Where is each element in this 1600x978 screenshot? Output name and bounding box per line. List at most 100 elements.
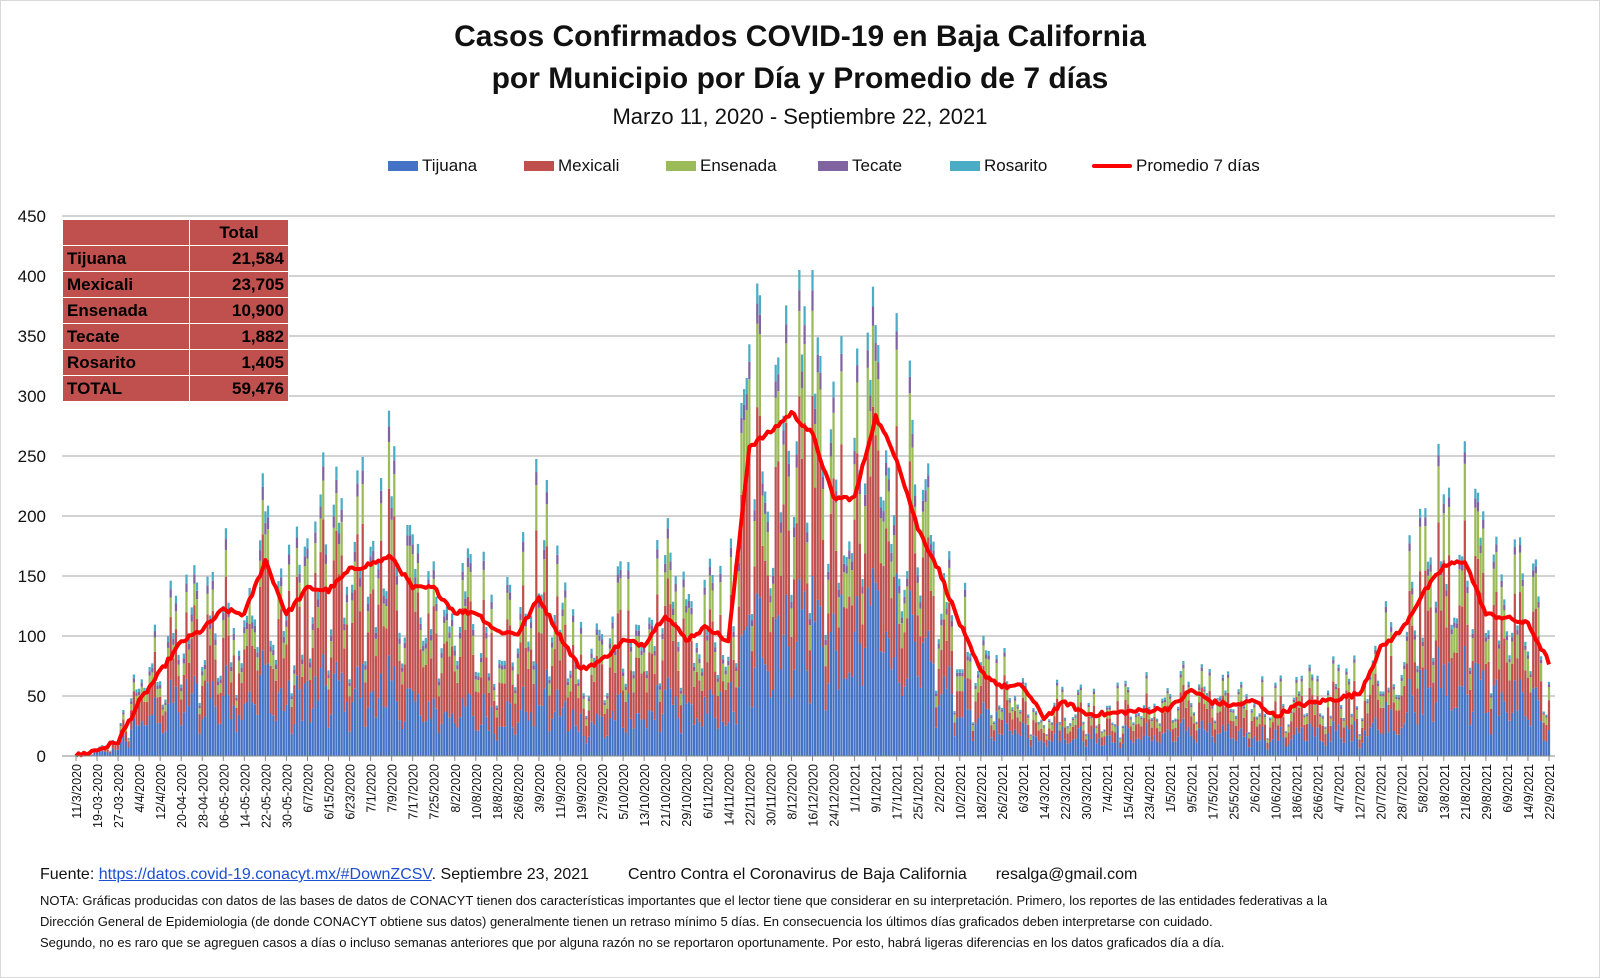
bar-ensenada xyxy=(990,718,993,726)
bar-rosarito xyxy=(848,541,851,551)
bar-mexicali xyxy=(511,684,514,728)
bar-tijuana xyxy=(1382,733,1385,756)
bar-mexicali xyxy=(908,461,911,591)
bar-tijuana xyxy=(1524,716,1527,756)
bar-tecate xyxy=(1426,568,1430,576)
bar-tijuana xyxy=(1468,725,1472,756)
bar-tijuana xyxy=(1308,723,1311,756)
bar-mexicali xyxy=(1411,625,1414,696)
bar-tijuana xyxy=(264,664,267,756)
bar-rosarito xyxy=(1390,622,1393,627)
bar-tijuana xyxy=(116,749,120,756)
bar-mexicali xyxy=(1492,605,1495,686)
bar-rosarito xyxy=(721,655,725,660)
x-tick-label: 1/5/2021 xyxy=(1164,764,1178,813)
bar-mexicali xyxy=(1305,724,1309,741)
x-tick-label: 4/7/2021 xyxy=(1333,764,1347,813)
bar-tijuana xyxy=(1508,720,1511,756)
footer-source-label: Fuente: xyxy=(40,866,95,883)
bar-mexicali xyxy=(1142,718,1146,736)
bar-tijuana xyxy=(984,708,988,756)
bar-tecate xyxy=(303,556,306,567)
bar-rosarito xyxy=(932,541,935,551)
bar-tecate xyxy=(1084,734,1088,736)
bar-mexicali xyxy=(1374,673,1377,718)
bar-rosarito xyxy=(824,634,827,640)
bar-tijuana xyxy=(1066,743,1069,756)
bar-tijuana xyxy=(1187,727,1190,756)
bar-rosarito xyxy=(1521,573,1524,580)
y-tick-label: 0 xyxy=(37,747,46,766)
bar-mexicali xyxy=(1261,696,1264,727)
bar-mexicali xyxy=(245,645,249,703)
bar-tecate xyxy=(550,642,554,648)
bar-ensenada xyxy=(761,495,764,546)
bar-tecate xyxy=(1392,686,1395,690)
bar-mexicali xyxy=(942,619,946,677)
bar-rosarito xyxy=(1095,725,1098,727)
x-tick-label: 14/11/2020 xyxy=(722,764,736,826)
bar-tecate xyxy=(1127,689,1130,693)
bar-rosarito xyxy=(490,594,493,602)
bar-mexicali xyxy=(414,611,417,702)
bar-mexicali xyxy=(929,590,932,662)
bar-mexicali xyxy=(1150,727,1153,741)
bar-rosarito xyxy=(890,543,893,553)
bar-ensenada xyxy=(1087,707,1090,717)
bar-tijuana xyxy=(750,707,754,756)
bar-tecate xyxy=(335,479,338,494)
bar-mexicali xyxy=(756,407,759,594)
bar-ensenada xyxy=(1403,668,1406,686)
bar-tecate xyxy=(898,586,901,594)
bar-ensenada xyxy=(193,583,196,606)
bar-tijuana xyxy=(1071,739,1075,756)
footer-source-link[interactable]: https://datos.covid-19.conacyt.mx/#DownZ… xyxy=(98,866,432,883)
bar-ensenada xyxy=(748,379,751,452)
bar-ensenada xyxy=(795,467,798,524)
bar-tijuana xyxy=(1074,738,1077,756)
bar-tecate xyxy=(579,627,583,634)
bar-ensenada xyxy=(742,420,746,485)
bar-tijuana xyxy=(892,657,896,756)
bar-tecate xyxy=(1311,677,1314,681)
bar-tijuana xyxy=(403,721,406,756)
bar-rosarito xyxy=(101,745,104,746)
bar-tecate xyxy=(1142,707,1146,710)
bar-ensenada xyxy=(1098,716,1101,724)
bar-rosarito xyxy=(216,677,220,682)
bar-rosarito xyxy=(1487,630,1490,635)
bar-tecate xyxy=(295,537,299,548)
bar-tecate xyxy=(161,707,164,710)
bar-mexicali xyxy=(443,643,446,713)
bar-rosarito xyxy=(324,544,328,555)
bar-ensenada xyxy=(603,705,606,714)
bar-mexicali xyxy=(290,706,293,734)
bar-tecate xyxy=(453,650,456,656)
bar-mexicali xyxy=(232,655,235,706)
bar-rosarito xyxy=(1245,694,1248,697)
bar-tijuana xyxy=(1411,695,1414,756)
bar-tecate xyxy=(1166,690,1169,694)
bar-ensenada xyxy=(1119,738,1122,743)
bar-rosarito xyxy=(1466,580,1469,587)
bar-rosarito xyxy=(1411,581,1414,589)
bar-rosarito xyxy=(303,546,306,557)
bar-tijuana xyxy=(1034,736,1038,756)
bar-ensenada xyxy=(524,626,527,648)
bar-tijuana xyxy=(595,713,598,756)
bar-tecate xyxy=(522,541,525,552)
bar-tijuana xyxy=(821,646,825,756)
bar-mexicali xyxy=(274,680,278,721)
bar-mexicali xyxy=(285,644,288,705)
bar-tijuana xyxy=(1266,749,1269,756)
bar-ensenada xyxy=(685,612,688,640)
bar-tecate xyxy=(932,550,935,560)
bar-rosarito xyxy=(1116,682,1119,686)
bar-mexicali xyxy=(111,743,114,749)
bar-mexicali xyxy=(280,609,283,689)
bar-rosarito xyxy=(716,674,719,679)
bar-mexicali xyxy=(1084,739,1088,747)
summary-row: Tijuana 21,584 xyxy=(62,245,289,272)
bar-tecate xyxy=(1000,709,1004,712)
bar-rosarito xyxy=(908,360,911,377)
